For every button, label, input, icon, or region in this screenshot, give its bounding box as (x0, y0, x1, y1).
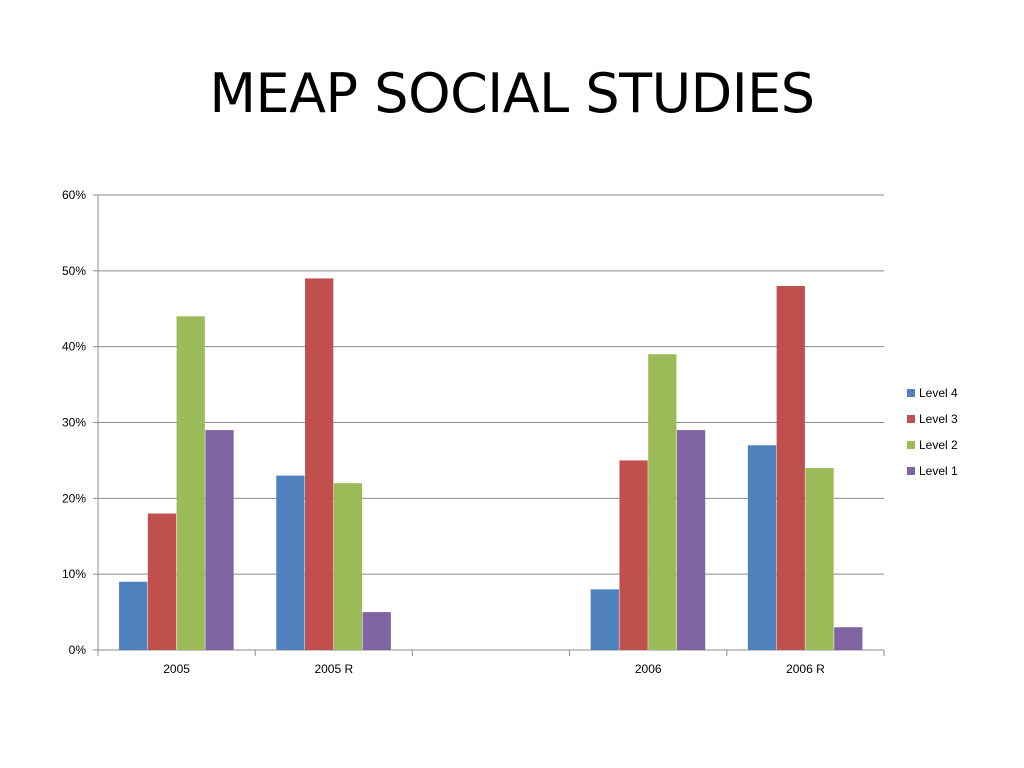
bar-level-4 (747, 445, 777, 650)
bar-level-1 (676, 430, 706, 650)
bar-level-2 (176, 316, 205, 650)
bar-level-1 (362, 612, 391, 650)
bar-level-4 (119, 581, 148, 650)
bar-level-3 (776, 286, 805, 650)
y-tick-label: 30% (62, 416, 86, 430)
y-tick-label: 60% (62, 188, 86, 202)
y-tick-label: 0% (69, 643, 87, 657)
legend-swatch (907, 389, 915, 397)
bar-level-3 (147, 513, 177, 650)
legend-label: Level 3 (919, 412, 958, 426)
legend-label: Level 4 (919, 386, 958, 400)
bar-level-1 (834, 627, 863, 650)
bar-level-1 (205, 430, 234, 650)
legend-label: Level 1 (919, 464, 958, 478)
x-tick-label: 2005 (163, 662, 190, 676)
bar-level-4 (590, 589, 619, 650)
legend-swatch (907, 415, 915, 423)
legend-swatch (907, 441, 915, 449)
y-tick-label: 40% (62, 340, 86, 354)
bar-level-3 (305, 278, 334, 650)
x-tick-label: 2005 R (314, 662, 353, 676)
x-tick-label: 2006 (635, 662, 662, 676)
bars (119, 278, 863, 650)
bar-level-2 (648, 354, 677, 650)
bar-level-3 (619, 460, 648, 650)
legend: Level 4 Level 3 Level 2 Level 1 (907, 386, 958, 478)
bar-level-2 (805, 468, 834, 650)
y-tick-label: 20% (62, 491, 86, 505)
x-tick-label: 2006 R (786, 662, 825, 676)
y-tick-label: 50% (62, 264, 86, 278)
bar-level-4 (276, 475, 305, 650)
legend-label: Level 2 (919, 438, 958, 452)
y-tick-label: 10% (62, 567, 86, 581)
y-tick-labels: 0% 10% 20% 30% 40% 50% 60% (62, 188, 86, 657)
bar-level-2 (333, 483, 363, 650)
x-tick-labels: 2005 2005 R 2006 2006 R (163, 662, 825, 676)
legend-swatch (907, 467, 915, 475)
slide-title: MEAP SOCIAL STUDIES (209, 62, 815, 125)
